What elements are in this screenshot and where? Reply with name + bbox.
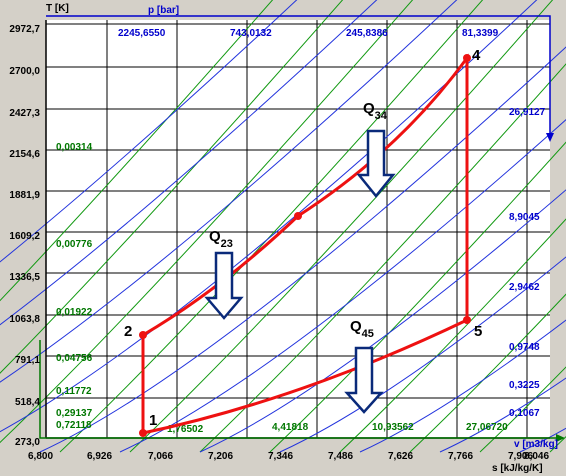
y-tick-label: 791,1 [15, 355, 40, 366]
x-tick-label: 8,046 [524, 451, 549, 462]
isochore-label: 10,93562 [372, 422, 414, 433]
isochore-label: 27,06720 [466, 422, 508, 433]
x-tick-label: 7,346 [268, 451, 293, 462]
x-tick-label: 7,206 [208, 451, 233, 462]
y-tick-label: 518,4 [15, 397, 40, 408]
volume-axis-arrowhead [556, 434, 565, 442]
isobar-label: 26,9127 [509, 107, 546, 118]
cycle-point-marker-3 [294, 212, 302, 220]
point-label-4: 4 [472, 47, 481, 64]
point-label-2: 2 [124, 323, 132, 340]
x-tick-label: 7,066 [148, 451, 173, 462]
heat-label-34: Q34 [363, 100, 388, 122]
isochore-label: 1,76502 [167, 424, 204, 435]
isochore-curve-6 [269, 141, 566, 453]
isochore-curve-9 [479, 366, 566, 453]
y-tick-labels: 2972,7 2700,0 2427,3 2154,6 1881,9 1609,2 1336… [9, 24, 40, 448]
x-tick-label: 7,906 [508, 451, 533, 462]
isochore-curve-1 [0, 0, 344, 374]
isobar-label: 2,9462 [509, 282, 540, 293]
isobar-labels: 2245,6550 743,0132 245,8386 81,3399 26,9127 8… [118, 28, 546, 419]
y-tick-label: 1336,5 [9, 272, 40, 283]
y-tick-label: 2972,7 [9, 24, 40, 35]
isochore-label: 0,29137 [56, 408, 93, 419]
volume-axis-arrow [39, 340, 560, 439]
isochore-label: 0,11772 [56, 386, 92, 397]
pressure-axis-arrowhead [546, 133, 554, 142]
cycle-point-marker-2 [139, 331, 147, 339]
isobar-curve-5 [119, 119, 566, 453]
heat-label-23: Q23 [209, 228, 233, 250]
isobar-curve-7 [279, 256, 566, 453]
heat-arrow-23 [204, 251, 244, 320]
isochore-curve-7 [339, 218, 566, 453]
isobar-label: 8,9045 [509, 212, 540, 223]
isochore-label: 0,00776 [56, 239, 93, 250]
isochore-curve-0 [0, 0, 274, 302]
isochore-labels: 0,00314 0,00776 0,01922 0,04756 0,11772 0,291… [56, 142, 508, 435]
plot-background [46, 20, 550, 438]
x-tick-label: 7,626 [388, 451, 413, 462]
isochore-curve-4 [129, 0, 554, 453]
isochore-label: 0,04756 [56, 353, 93, 364]
grid [46, 20, 550, 438]
point-label-5: 5 [474, 323, 482, 340]
x-tick-label: 6,926 [87, 451, 112, 462]
isobar-curve-2 [0, 0, 458, 383]
isobar-curve-4 [39, 46, 566, 453]
isochore-curve-8 [409, 293, 566, 453]
y-tick-label: 2700,0 [9, 66, 40, 77]
y-tick-label: 1063,8 [9, 314, 40, 325]
isochore-label: 0,72118 [56, 420, 92, 431]
y-tick-label: 1609,2 [9, 231, 40, 242]
heat-arrow-45 [344, 346, 384, 414]
p-axis-title: p [bar] [148, 5, 179, 16]
isochore-label: 4,41818 [272, 422, 309, 433]
x-tick-label: 7,486 [328, 451, 353, 462]
y-axis-title: T [K] [46, 3, 69, 14]
isobar-label: 245,8386 [346, 28, 388, 39]
cycle-point-marker-4 [463, 54, 471, 62]
pressure-axis-arrow [46, 15, 551, 135]
isochore-label: 0,01922 [56, 307, 93, 318]
x-tick-label: 6,800 [28, 451, 53, 462]
y-tick-label: 2427,3 [9, 108, 40, 119]
isobar-label: 81,3399 [462, 28, 499, 39]
isobar-curve-8 [359, 319, 566, 453]
y-tick-label: 273,0 [15, 437, 40, 448]
heat-label-45: Q45 [350, 318, 374, 340]
isochore-label: 0,00314 [56, 142, 93, 153]
heat-arrow-34 [356, 129, 396, 198]
x-axis-title: s [kJ/kg/K] [492, 463, 543, 474]
cycle-point-marker-1 [139, 429, 147, 437]
y-tick-label: 1881,9 [9, 190, 40, 201]
point-label-1: 1 [149, 412, 157, 429]
isobar-label: 0,1067 [509, 408, 540, 419]
isobar-curve-9 [439, 377, 566, 453]
isobar-curve-0 [0, 0, 298, 263]
isobar-label: 0,9748 [509, 342, 540, 353]
isobar-label: 0,3225 [509, 380, 540, 391]
v-axis-title: v [m3/kg] [514, 439, 558, 450]
isobar-curve-1 [0, 0, 378, 326]
x-tick-label: 7,766 [448, 451, 473, 462]
x-tick-labels: 6,800 6,926 7,066 7,206 7,346 7,486 7,626 7,766… [28, 451, 549, 462]
isochore-curve-10 [549, 435, 566, 453]
isobar-label: 2245,6550 [118, 28, 166, 39]
y-tick-label: 2154,6 [9, 149, 40, 160]
isobar-curve-6 [199, 189, 566, 453]
cycle-point-marker-5 [463, 316, 471, 324]
isochore-curve-2 [0, 0, 414, 444]
isobar-label: 743,0132 [230, 28, 272, 39]
